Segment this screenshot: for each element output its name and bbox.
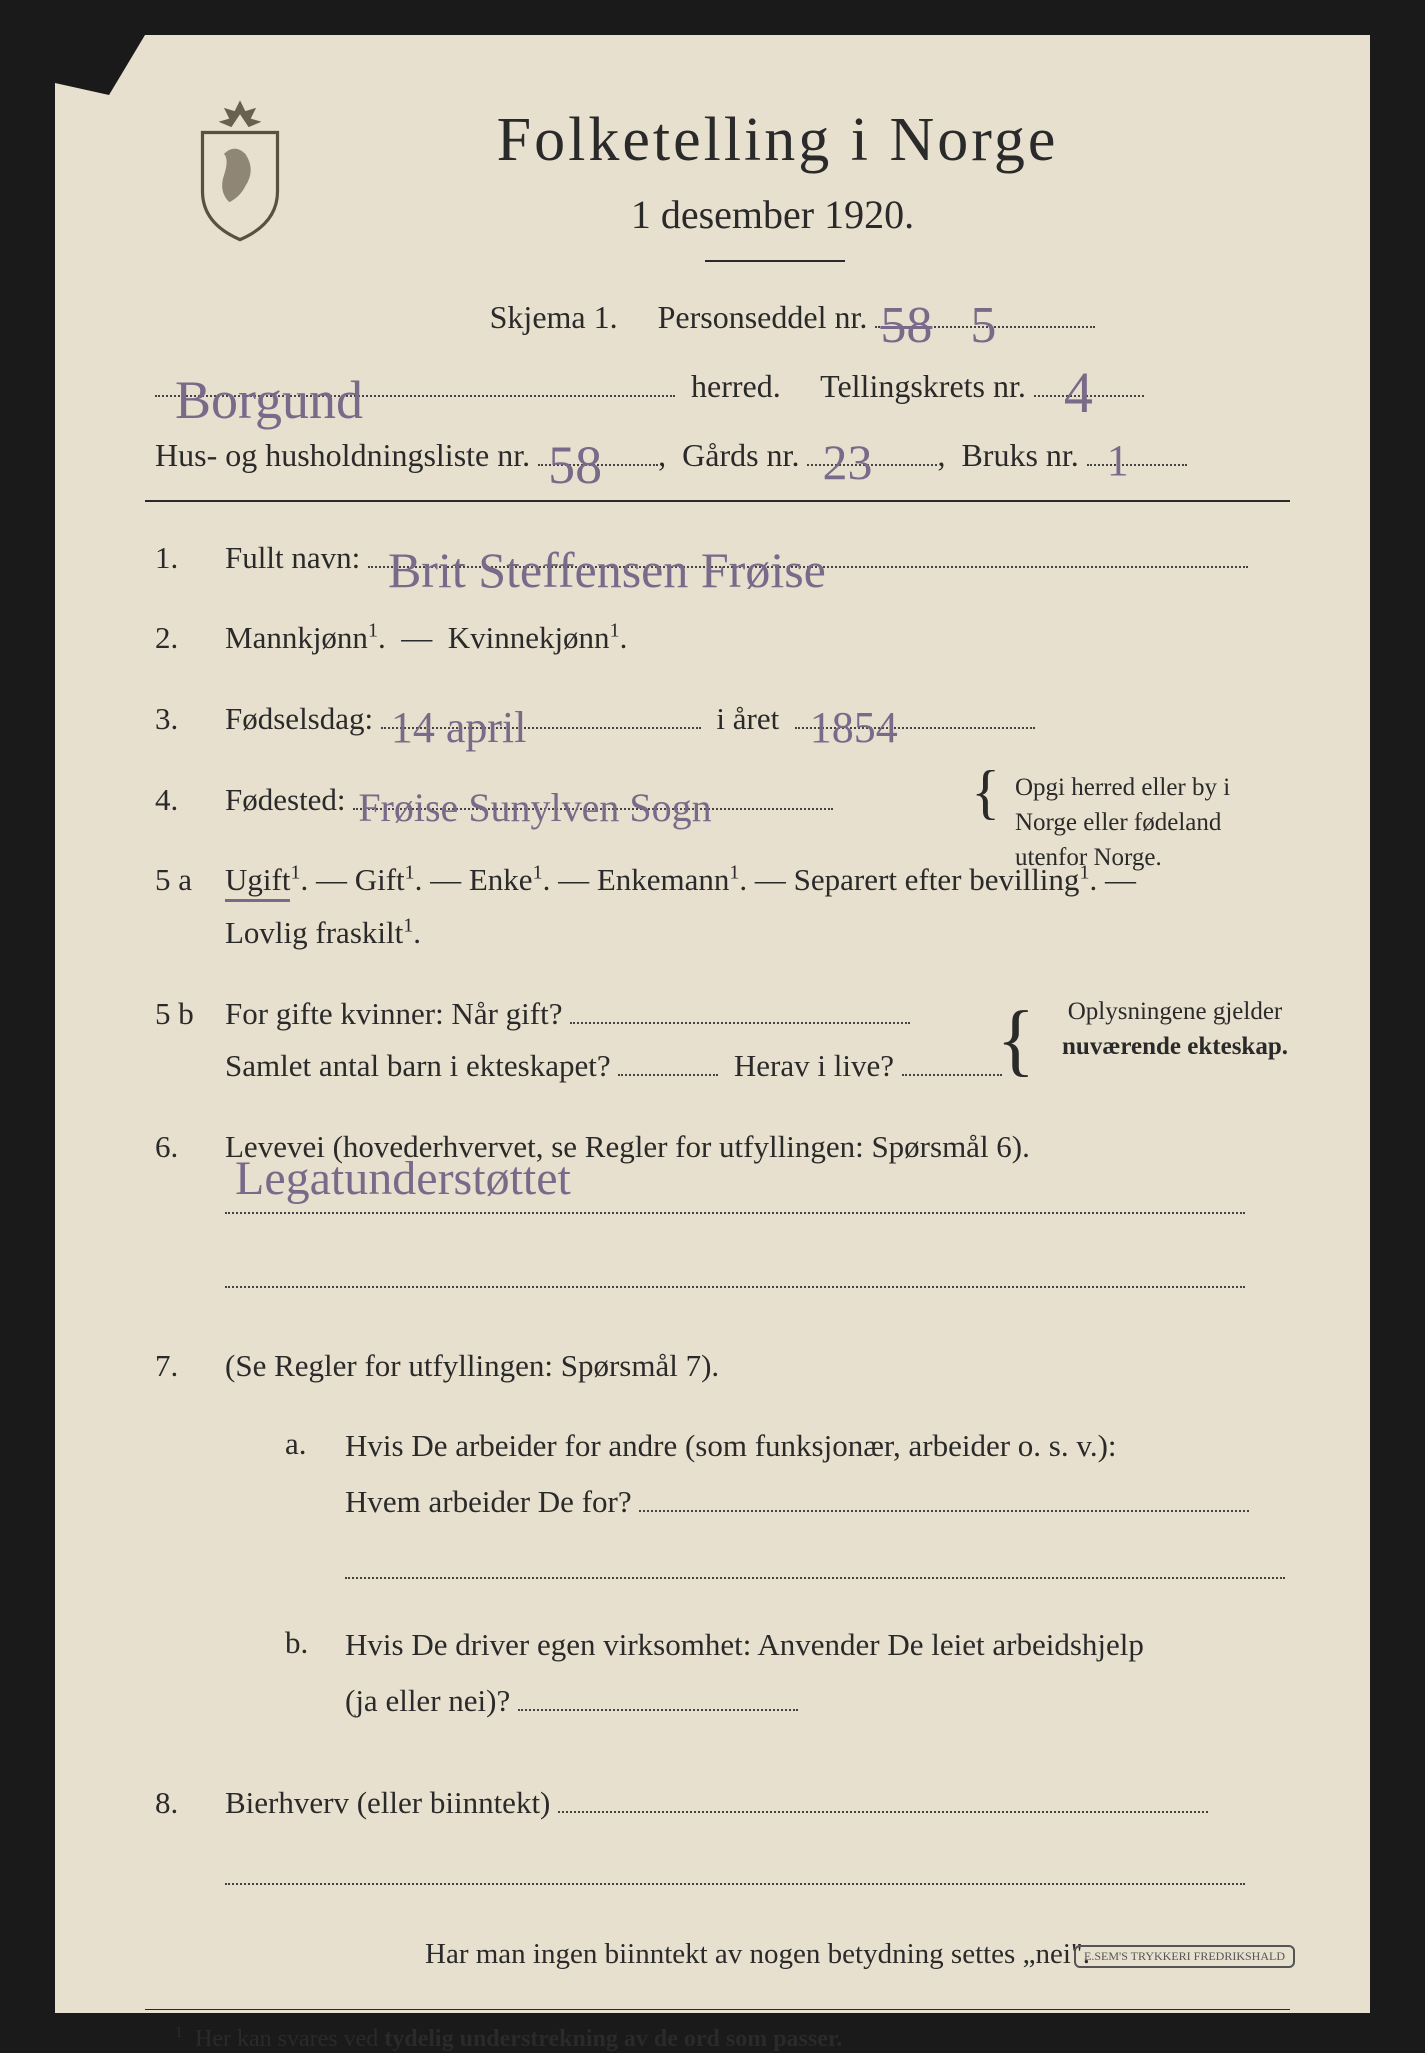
footnote: 1 Her kan svares ved tydelig understrekn… — [145, 2024, 1290, 2053]
personseddel-label: Personseddel nr. — [658, 299, 868, 335]
brace-icon: { — [997, 1000, 1035, 1080]
husholdning-value: 58 — [548, 422, 602, 508]
torn-corner — [55, 35, 145, 95]
question-2: 2. Mannkjønn1. — Kvinnekjønn1. — [145, 612, 1290, 665]
document-page: Folketelling i Norge 1 desember 1920. Sk… — [55, 35, 1370, 2013]
q3-label-b: i året — [716, 701, 779, 736]
q3-label-a: Fødselsdag: — [225, 701, 373, 736]
q5a-opt-0: Ugift — [225, 862, 290, 902]
q3-value-b: 1854 — [810, 691, 898, 766]
gards-label: Gårds nr. — [682, 437, 799, 473]
q2-opt-a: Mannkjønn — [225, 620, 368, 655]
q7-sub-a: a. Hvis De arbeider for andre (som funks… — [285, 1418, 1290, 1597]
q1-num: 1. — [145, 532, 225, 585]
q5b-line2b: Herav i live? — [734, 1048, 894, 1083]
q6-value: Legatunderstøttet — [235, 1138, 571, 1220]
question-1: 1. Fullt navn: Brit Steffensen Frøise — [145, 532, 1290, 585]
q6-num: 6. — [145, 1121, 225, 1305]
q7-sub-b: b. Hvis De driver egen virksomhet: Anven… — [285, 1617, 1290, 1729]
q8-num: 8. — [145, 1777, 225, 1980]
q7a-letter: a. — [285, 1418, 345, 1597]
q5a-opt-1: Gift — [355, 862, 405, 897]
personseddel-struck: 58 — [880, 284, 932, 367]
q5b-line1: For gifte kvinner: Når gift? — [225, 996, 562, 1031]
q5b-line2a: Samlet antal barn i ekteskapet? — [225, 1048, 611, 1083]
q5b-num: 5 b — [145, 988, 225, 1093]
q7b-letter: b. — [285, 1617, 345, 1729]
brace-icon: { — [971, 762, 1000, 822]
footnote-marker: 1 — [175, 2024, 183, 2041]
coat-of-arms-icon — [185, 95, 295, 245]
question-3: 3. Fødselsdag: 14 april i året 1854 — [145, 693, 1290, 746]
q1-value: Brit Steffensen Frøise — [388, 528, 826, 613]
q2-opt-b: Kvinnekjønn — [448, 620, 610, 655]
meta-line-3: Hus- og husholdningsliste nr. 58 , Gårds… — [155, 430, 1280, 481]
meta-line-1: Skjema 1. Personseddel nr. 58 5 — [305, 292, 1280, 343]
bruks-value: 1 — [1107, 426, 1129, 496]
q4-value: Frøise Sunylven Sogn — [358, 774, 711, 842]
q7-label: (Se Regler for utfyllingen: Spørsmål 7). — [225, 1348, 719, 1383]
document-subtitle: 1 desember 1920. — [255, 191, 1290, 238]
q1-label: Fullt navn: — [225, 540, 360, 575]
q5a-opt-3: Enkemann — [597, 862, 730, 897]
footnote-divider — [145, 2009, 1290, 2010]
q5a-opt-4: Separert efter bevilling — [794, 862, 1080, 897]
header: Folketelling i Norge 1 desember 1920. — [145, 105, 1290, 262]
title-divider — [705, 260, 845, 262]
question-4: 4. Fødested: Frøise Sunylven Sogn { Opgi… — [145, 774, 1290, 827]
q3-value-a: 14 april — [391, 691, 527, 766]
q7a-text1: Hvis De arbeider for andre (som funksjon… — [345, 1428, 1117, 1463]
meta-line-2: Borgund herred. Tellingskrets nr. 4 — [155, 361, 1280, 412]
document-title: Folketelling i Norge — [265, 105, 1290, 176]
question-5a: 5 a Ugift1. — Gift1. — Enke1. — Enkemann… — [145, 854, 1290, 959]
tellingskrets-value: 4 — [1064, 347, 1093, 440]
question-5b: 5 b For gifte kvinner: Når gift? Samlet … — [145, 988, 1290, 1093]
meta-divider — [145, 500, 1290, 502]
personseddel-value: 5 — [970, 284, 996, 367]
q5b-note: Oplysningene gjelder nuværende ekteskap. — [1055, 994, 1295, 1064]
q2-num: 2. — [145, 612, 225, 665]
q4-num: 4. — [145, 774, 225, 827]
herred-label: herred. — [691, 368, 781, 404]
q5a-opt-2: Enke — [469, 862, 533, 897]
bruks-label: Bruks nr. — [961, 437, 1078, 473]
meta-block: Skjema 1. Personseddel nr. 58 5 Borgund … — [155, 292, 1280, 482]
q5a-num: 5 a — [145, 854, 225, 959]
husholdning-label: Hus- og husholdningsliste nr. — [155, 437, 530, 473]
tellingskrets-label: Tellingskrets nr. — [820, 368, 1026, 404]
q4-label: Fødested: — [225, 782, 346, 817]
printer-stamp: E.SEM'S TRYKKERI FREDRIKSHALD — [1074, 1945, 1295, 1968]
q8-label: Bierhverv (eller biinntekt) — [225, 1785, 550, 1820]
skjema-label: Skjema 1. — [490, 299, 618, 335]
q7b-text1: Hvis De driver egen virksomhet: Anvender… — [345, 1627, 1144, 1662]
q3-num: 3. — [145, 693, 225, 746]
q7a-text2: Hvem arbeider De for? — [345, 1484, 632, 1519]
questions-block: 1. Fullt navn: Brit Steffensen Frøise 2.… — [145, 532, 1290, 1980]
q7-num: 7. — [145, 1340, 225, 1749]
question-7: 7. (Se Regler for utfyllingen: Spørsmål … — [145, 1340, 1290, 1749]
question-6: 6. Levevei (hovederhvervet, se Regler fo… — [145, 1121, 1290, 1305]
q7b-text2: (ja eller nei)? — [345, 1683, 510, 1718]
q5a-opt-5: Lovlig fraskilt — [225, 915, 403, 950]
gards-value: 23 — [822, 422, 872, 502]
